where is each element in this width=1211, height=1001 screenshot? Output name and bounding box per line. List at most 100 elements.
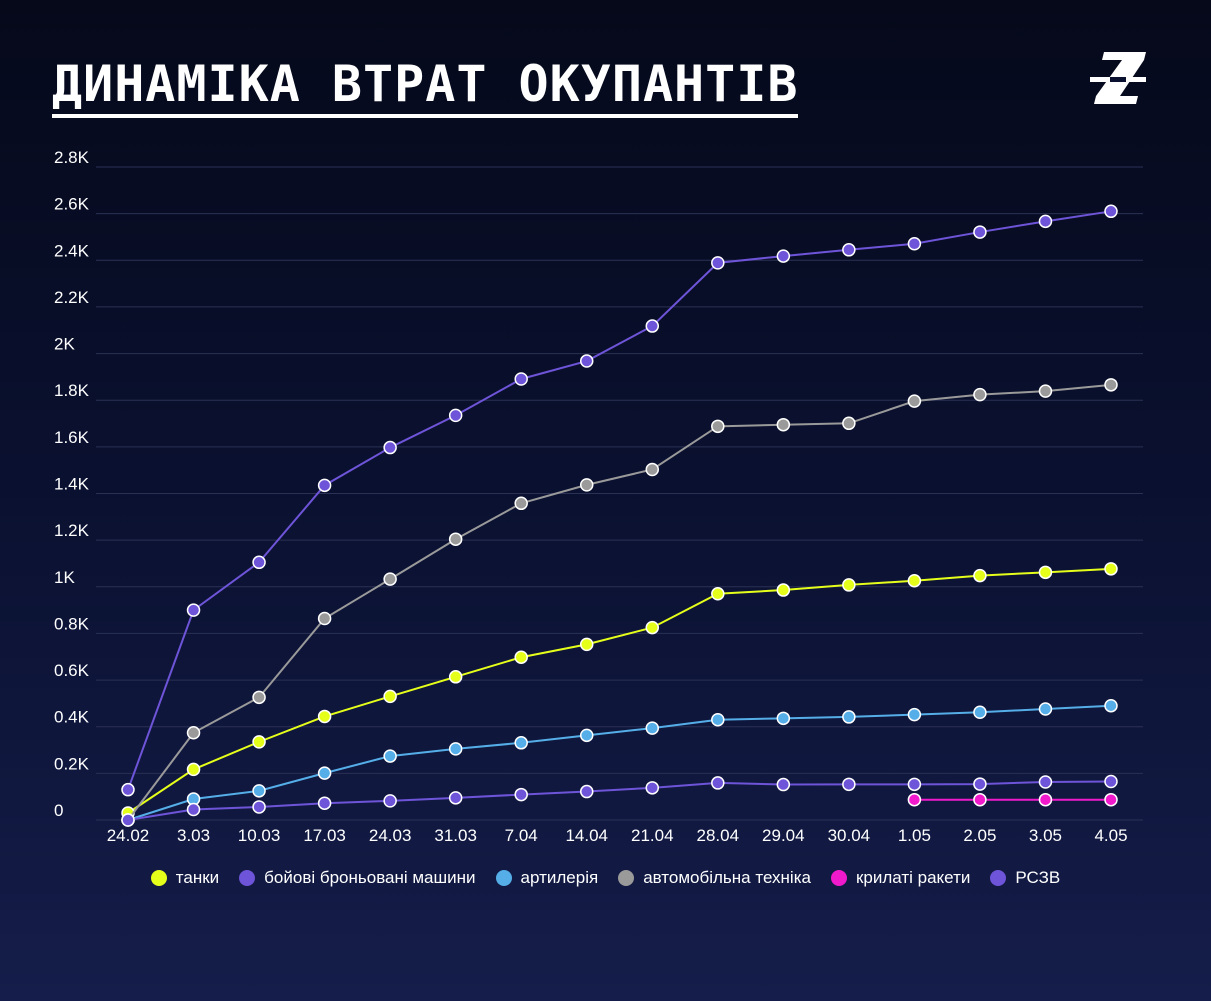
data-point [842, 777, 856, 792]
data-point [842, 416, 856, 431]
y-tick-label: 1K [54, 568, 75, 587]
x-tick-label: 10.03 [238, 826, 281, 845]
data-point [973, 225, 987, 239]
data-point [383, 749, 397, 763]
series [907, 792, 1118, 807]
data-point [1104, 562, 1118, 576]
data-point [514, 650, 528, 664]
legend-swatch [239, 870, 256, 886]
y-tick-label: 1.4K [54, 475, 90, 494]
data-point [973, 792, 987, 807]
y-tick-label: 0.4K [54, 708, 90, 727]
legend-label: крилаті ракети [855, 868, 971, 887]
data-point [973, 705, 987, 720]
data-point [973, 568, 987, 583]
legend-label: артилерія [520, 868, 599, 887]
data-point [1038, 565, 1053, 580]
data-point [186, 603, 201, 617]
data-point [907, 777, 922, 792]
series [121, 562, 1118, 820]
x-tick-label: 17.03 [303, 826, 346, 845]
data-point [1038, 775, 1053, 789]
legend-swatch [990, 870, 1007, 886]
x-tick-label: 4.05 [1094, 826, 1127, 845]
legend-label: танки [175, 868, 220, 887]
y-tick-label: 2.2K [54, 288, 90, 307]
y-tick-label: 0.8K [54, 614, 90, 633]
legend-label: РСЗВ [1015, 868, 1061, 887]
data-point [252, 690, 266, 705]
data-point [186, 762, 201, 777]
data-point [579, 784, 594, 799]
data-point [842, 578, 856, 592]
y-tick-label: 2K [54, 335, 75, 354]
y-tick-label: 0.6K [54, 661, 90, 680]
data-point [1038, 702, 1053, 716]
series-lines [121, 204, 1118, 827]
data-point [776, 417, 791, 432]
y-tick-label: 0.2K [54, 754, 90, 773]
x-tick-label: 3.03 [177, 826, 210, 845]
series [121, 204, 1118, 797]
data-point [776, 583, 791, 597]
y-tick-label: 1.6K [54, 428, 90, 447]
legend-item: бойові броньовані машини [239, 868, 476, 888]
data-point [842, 710, 856, 724]
data-point [317, 766, 332, 780]
series-line [127, 780, 1112, 821]
data-point [514, 736, 528, 750]
data-point [579, 728, 594, 743]
data-point [907, 792, 922, 807]
y-tick-label: 1.8K [54, 381, 90, 400]
series-line [127, 567, 1112, 814]
legend-swatch [150, 870, 167, 886]
data-point [383, 572, 397, 586]
y-tick-label: 2.6K [54, 195, 90, 214]
data-point [448, 791, 463, 805]
data-point [711, 776, 725, 790]
y-tick-label: 0 [54, 801, 63, 820]
data-point [1104, 774, 1118, 789]
data-point [514, 372, 528, 386]
x-tick-label: 24.02 [107, 826, 150, 845]
y-tick-label: 2.8K [54, 148, 90, 167]
data-point [317, 796, 332, 810]
x-tick-label: 30.04 [828, 826, 871, 845]
x-tick-label: 7.04 [505, 826, 538, 845]
data-point [907, 707, 922, 722]
data-point [907, 394, 922, 408]
x-tick-label: 21.04 [631, 826, 674, 845]
data-point [1104, 698, 1118, 713]
x-tick-label: 2.05 [963, 826, 996, 845]
data-point [842, 243, 856, 257]
data-point [973, 777, 987, 791]
x-tick-label: 24.03 [369, 826, 412, 845]
data-point [711, 712, 725, 727]
data-point [645, 721, 660, 735]
data-point [252, 555, 266, 570]
data-point [514, 496, 528, 511]
data-point [776, 777, 791, 792]
legend: танки бойові броньовані машини артилерія ав… [0, 868, 1211, 888]
data-point [448, 742, 463, 756]
data-point [1104, 204, 1118, 219]
data-point [448, 408, 463, 423]
legend-label: автомобільна техніка [643, 868, 811, 887]
series-line [127, 704, 1112, 821]
x-tick-label: 28.04 [697, 826, 740, 845]
x-axis-labels: 24.02 3.03 10.03 17.03 24.03 31.03 7.04 14.04 21… [107, 826, 1128, 845]
x-tick-label: 1.05 [898, 826, 931, 845]
legend-item: РСЗВ [990, 868, 1060, 888]
legend-swatch [830, 870, 847, 886]
legend-item: артилерія [495, 868, 599, 888]
data-point [645, 781, 660, 795]
data-point [514, 787, 528, 802]
legend-item: автомобільна техніка [618, 868, 811, 888]
data-point [383, 440, 397, 455]
x-tick-label: 29.04 [762, 826, 805, 845]
data-point [383, 794, 397, 808]
brand-z-logo-icon [1090, 52, 1146, 104]
data-point [645, 319, 660, 333]
data-point [1104, 378, 1118, 392]
data-point [383, 689, 397, 704]
